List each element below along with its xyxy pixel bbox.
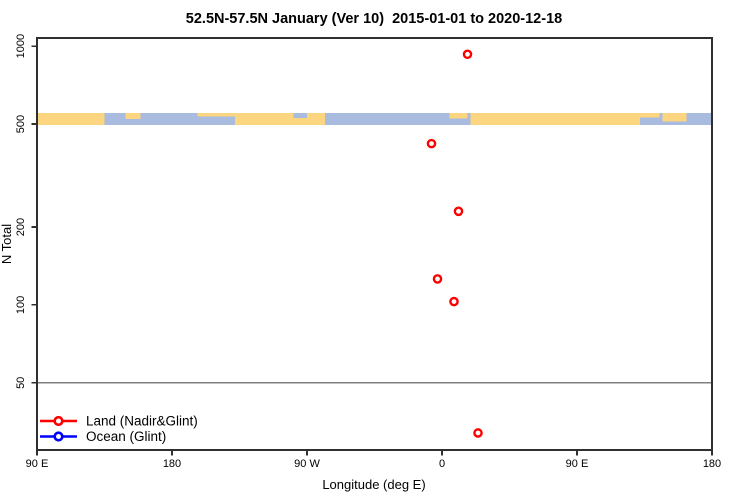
x-tick-label: 90 W [294, 458, 320, 470]
legend-item-ocean: Ocean (Glint) [40, 429, 166, 444]
legend-open-circle-icon-land [53, 415, 64, 427]
x-tick-label: 90 E [26, 458, 49, 470]
map-band-land-segment [235, 113, 294, 126]
map-band-land-segment [307, 113, 325, 126]
x-tick-label: 90 E [566, 458, 589, 470]
y-axis-title: N Total [0, 224, 14, 264]
map-band-land-segment [293, 117, 307, 126]
data-point-open-circle [449, 296, 459, 307]
data-points [426, 49, 483, 438]
map-band-land-segment [640, 113, 660, 118]
y-tick-label: 50 [15, 377, 27, 389]
y-tick-label: 500 [15, 115, 27, 133]
data-point-open-circle [462, 49, 473, 60]
axis-ticks: 50 100 200 500 1000 90 E 180 90 W 0 90 E 180 [15, 34, 721, 470]
map-band-land-segment [37, 113, 105, 126]
data-point-open-circle [426, 138, 437, 149]
x-axis-title: Longitude (deg E) [322, 477, 425, 492]
plot-border [36, 37, 713, 451]
map-band-land-segment [470, 113, 640, 126]
chart-title: 52.5N-57.5N January (Ver 10) 2015-01-01 … [186, 11, 562, 27]
map-band-land-segment [125, 113, 141, 120]
legend-label-land: Land (Nadir&Glint) [86, 414, 198, 429]
y-tick-label: 200 [15, 218, 27, 236]
data-point-open-circle [453, 206, 464, 217]
y-tick-label: 100 [15, 296, 27, 314]
y-tick-label: 1000 [15, 34, 27, 58]
data-point-open-circle [473, 428, 483, 438]
map-band [37, 113, 712, 126]
legend-item-land: Land (Nadir&Glint) [40, 414, 198, 429]
x-tick-label: 180 [163, 458, 181, 470]
map-band-land-segment [197, 113, 235, 117]
legend-open-circle-icon-ocean [53, 431, 64, 442]
x-tick-label: 0 [439, 458, 445, 470]
x-tick-label: 180 [703, 458, 721, 470]
data-point-open-circle [432, 274, 443, 284]
legend: Land (Nadir&Glint) Ocean (Glint) [40, 414, 198, 444]
map-band-land-segment [662, 113, 687, 122]
map-band-land-segment [449, 113, 468, 119]
legend-label-ocean: Ocean (Glint) [86, 429, 166, 444]
